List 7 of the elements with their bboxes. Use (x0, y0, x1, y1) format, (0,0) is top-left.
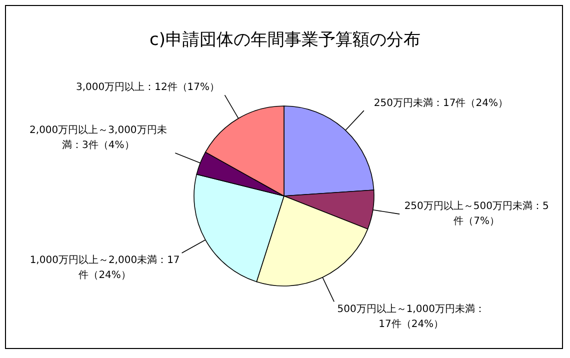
slice-label: 3,000万円以上：12件（17%） (74, 80, 221, 96)
slice-label: 2,000万円以上～3,000万円未満：3件（4%） (28, 124, 168, 154)
chart-title: c)申請団体の年間事業予算額の分布 (148, 29, 422, 51)
slice-label: 500万円以上～1,000万円未満：17件（24%） (336, 302, 486, 332)
slice-label: 250万円以上～500万円未満：5件（7%） (403, 200, 550, 230)
slice-label: 1,000万円以上～2,000未満：17件（24%） (30, 254, 180, 283)
slice-label: 250万円未満：17件（24%） (372, 96, 509, 111)
